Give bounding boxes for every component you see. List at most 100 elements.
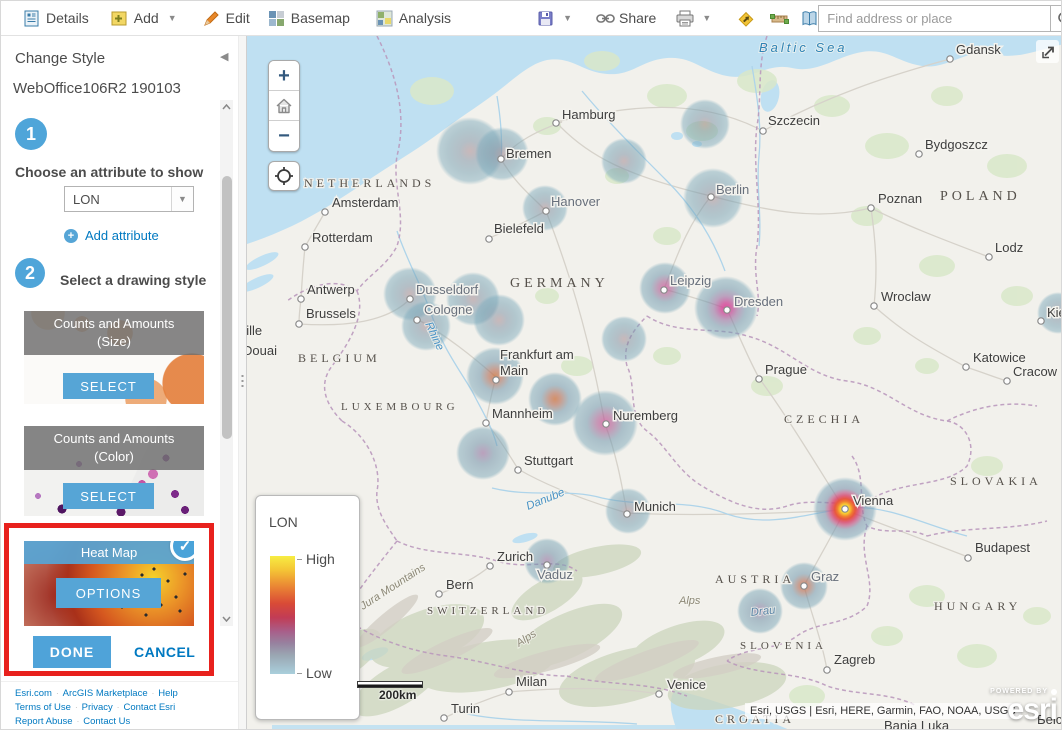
footer-link[interactable]: Contact Us <box>83 716 131 727</box>
selected-check-icon: ✓ <box>170 541 194 561</box>
measure-button[interactable] <box>770 10 790 27</box>
city-marker <box>759 127 767 135</box>
print-button[interactable]: ▼ <box>676 10 711 27</box>
directions-button[interactable] <box>737 10 754 27</box>
modify-map-button[interactable] <box>1036 40 1059 63</box>
scroll-up-icon[interactable] <box>220 100 233 114</box>
region-label: GERMANY <box>510 276 609 291</box>
city-marker <box>497 155 505 163</box>
legend-tick <box>297 559 302 560</box>
bookmarks-book-icon <box>801 10 818 27</box>
select-counts-color-button[interactable]: SELECT <box>63 483 154 509</box>
find-my-location-button[interactable] <box>268 161 300 191</box>
city-marker <box>723 306 731 314</box>
add-label: Add <box>133 10 159 26</box>
city-label: Wroclaw <box>881 289 931 304</box>
drag-dots-icon <box>241 374 244 390</box>
footer-link[interactable]: Privacy <box>81 702 113 713</box>
city-marker <box>841 505 849 513</box>
city-marker <box>1037 317 1045 325</box>
measure-ruler-icon <box>770 10 790 27</box>
region-label: SLOVENIA <box>740 640 827 652</box>
city-marker <box>915 150 923 158</box>
share-button[interactable]: Share <box>596 10 656 27</box>
search-input[interactable] <box>818 4 1051 32</box>
footer-link-separator: · <box>55 689 59 698</box>
city-label: Mannheim <box>492 406 553 421</box>
city-label: Frankfurt am <box>500 347 574 362</box>
city-label: Vienna <box>853 493 894 508</box>
footer-link[interactable]: Terms of Use <box>15 702 71 713</box>
panel-collapse-icon[interactable]: ◀ <box>220 51 229 63</box>
add-button[interactable]: Add ▼ <box>111 10 177 27</box>
layer-name: WebOffice106R2 190103 <box>13 80 181 97</box>
city-label: Bielefeld <box>494 221 544 236</box>
bookmarks-button[interactable] <box>801 10 818 27</box>
city-marker <box>295 320 303 328</box>
add-caret-icon: ▼ <box>167 13 177 23</box>
footer-link-separator: · <box>74 703 78 712</box>
city-label: Bremen <box>506 146 552 161</box>
panel-resize-handle[interactable] <box>238 36 246 729</box>
heat-map-options-button[interactable]: OPTIONS <box>56 578 161 608</box>
attribute-dropdown[interactable]: LON ▼ <box>64 186 194 212</box>
footer-link[interactable]: ArcGIS Marketplace <box>62 688 148 699</box>
home-extent-button[interactable] <box>269 91 299 121</box>
city-marker <box>440 714 448 722</box>
city-label: Vaduz <box>537 567 573 582</box>
city-marker <box>870 302 878 310</box>
city-label: Venice <box>667 677 706 692</box>
basemap-button[interactable]: Basemap <box>268 10 350 27</box>
step-2-number: 2 <box>24 262 35 283</box>
style-title-line2: (Color) <box>94 449 134 464</box>
city-marker <box>482 419 490 427</box>
details-button[interactable]: Details <box>23 10 89 27</box>
basemap-grid-icon <box>268 10 285 27</box>
city-label: Dresden <box>734 294 783 309</box>
esri-brand-label: esri <box>1007 693 1058 726</box>
map-canvas[interactable]: NETHERLANDS GERMANY BELGIUM LUXEMBOURG POLAN… <box>246 36 1061 729</box>
style-card-counts-size[interactable]: Counts and Amounts (Size) SELECT <box>24 311 204 404</box>
print-icon <box>676 10 694 27</box>
heat-blob <box>601 316 647 362</box>
zoom-in-button[interactable]: + <box>269 61 299 91</box>
scrollbar-thumb[interactable] <box>221 176 232 439</box>
city-label: Katowice <box>973 350 1026 365</box>
city-marker <box>542 207 550 215</box>
zoom-out-button[interactable]: − <box>269 121 299 151</box>
footer-link[interactable]: Report Abuse <box>15 716 73 727</box>
add-attribute-link[interactable]: + Add attribute <box>64 228 159 243</box>
heat-blob <box>473 294 525 346</box>
zoom-controls: + − <box>268 60 300 152</box>
style-card-heat-map[interactable]: Heat Map ✓ OPTIONS <box>24 541 194 626</box>
footer-link[interactable]: Help <box>158 688 178 699</box>
map-legend: LON High Low <box>255 495 360 720</box>
legend-tick <box>297 673 302 674</box>
city-label: Hanover <box>551 194 601 209</box>
footer-link[interactable]: Contact Esri <box>123 702 176 713</box>
edit-button[interactable]: Edit <box>203 10 250 27</box>
share-link-icon <box>596 10 615 27</box>
scroll-down-icon[interactable] <box>220 612 233 626</box>
city-marker <box>297 295 305 303</box>
heat-blob <box>601 138 647 184</box>
footer-link[interactable]: Esri.com <box>15 688 52 699</box>
arrow-up-right-icon <box>1041 46 1054 58</box>
city-marker <box>946 55 954 63</box>
city-label: Nuremberg <box>613 408 678 423</box>
esri-logo: POWERED BY esri <box>990 688 1058 726</box>
locate-crosshair-icon <box>275 167 293 185</box>
legend-high-label: High <box>306 551 335 567</box>
done-button[interactable]: DONE <box>33 636 111 668</box>
region-label: SLOVAKIA <box>950 474 1042 488</box>
save-caret-icon: ▼ <box>563 13 572 23</box>
style-card-counts-color[interactable]: Counts and Amounts (Color) SELECT <box>24 426 204 516</box>
search-button[interactable] <box>1050 4 1061 32</box>
cancel-link[interactable]: CANCEL <box>134 644 196 660</box>
panel-scrollbar[interactable] <box>220 100 233 626</box>
city-marker <box>867 204 875 212</box>
heat-map-title: Heat Map <box>24 541 194 564</box>
save-button[interactable]: ▼ <box>537 10 572 27</box>
select-counts-size-button[interactable]: SELECT <box>63 373 154 399</box>
analysis-button[interactable]: Analysis <box>376 10 451 27</box>
